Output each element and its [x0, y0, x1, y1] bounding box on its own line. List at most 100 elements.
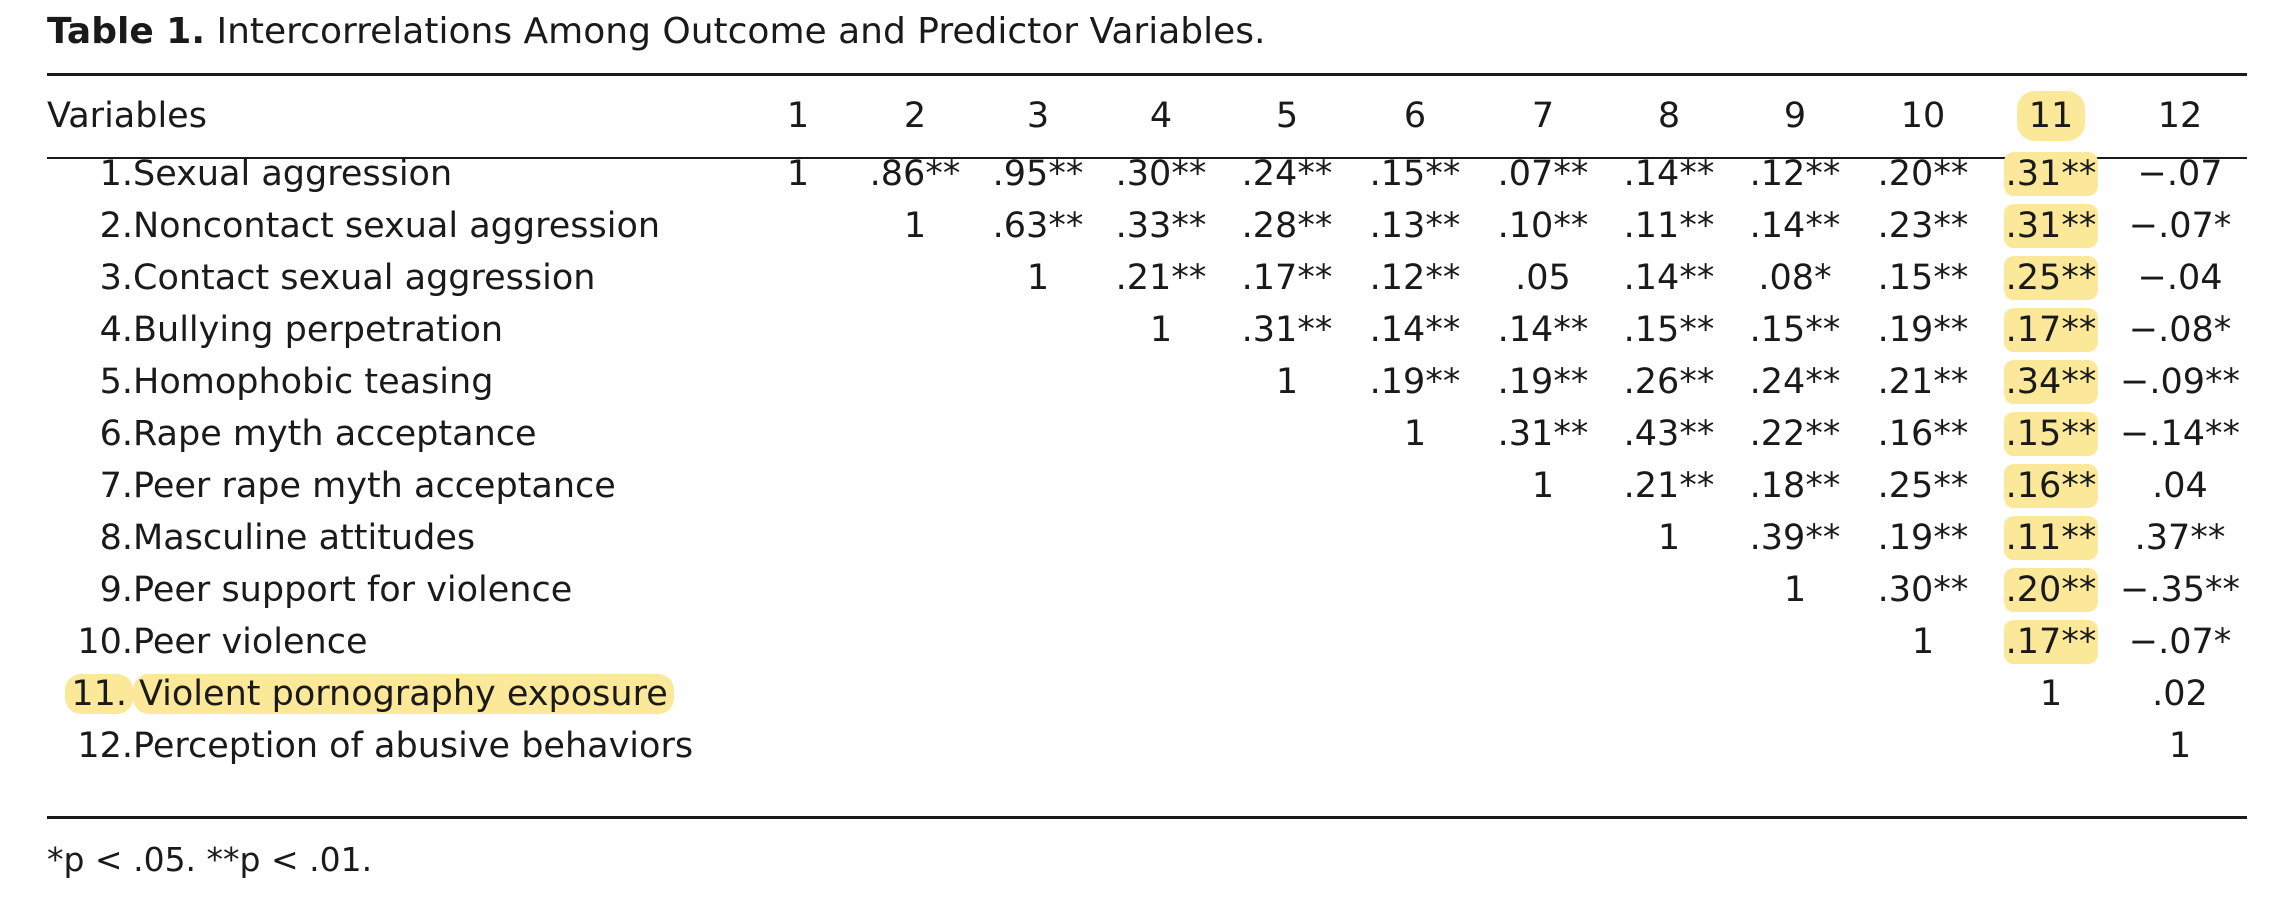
correlation-value: .19** [1497, 362, 1589, 402]
correlation-cell: .20** [1859, 148, 1987, 200]
correlation-cell [977, 564, 1099, 616]
correlation-cell [853, 616, 977, 668]
column-header-12: 12 [2115, 84, 2245, 148]
correlation-cell [743, 460, 853, 512]
variable-name-label: Noncontact sexual aggression [133, 206, 661, 246]
correlation-cell [743, 512, 853, 564]
correlation-cell [1351, 564, 1479, 616]
correlation-value: .20** [1877, 154, 1969, 194]
correlation-value: 1 [1783, 570, 1807, 610]
correlation-value: .16** [1877, 414, 1969, 454]
correlation-value: .15** [1749, 310, 1841, 350]
correlation-value: .02 [2152, 674, 2208, 714]
correlation-cell [1607, 616, 1731, 668]
correlation-cell [1859, 668, 1987, 720]
correlation-cell: .07** [1479, 148, 1607, 200]
variable-name: Contact sexual aggression [133, 252, 743, 304]
correlation-value: .11** [1623, 206, 1715, 246]
table-row: 3. Contact sexual aggression 1 .21** .17** .1… [47, 252, 2245, 304]
row-number: 9. [47, 564, 133, 616]
column-header-6: 6 [1351, 84, 1479, 148]
table-row: 11. Violent pornography exposure 1 .02 [47, 668, 2245, 720]
correlation-cell: .14** [1731, 200, 1859, 252]
correlation-value: .14** [1497, 310, 1589, 350]
correlation-cell [853, 408, 977, 460]
table-note: *p < .05. **p < .01. [47, 840, 373, 879]
correlation-value: .22** [1749, 414, 1841, 454]
correlation-cell: .15** [1351, 148, 1479, 200]
column-header-1: 1 [743, 84, 853, 148]
correlation-cell [1479, 720, 1607, 772]
row-number-label: 5. [99, 362, 133, 402]
correlation-value: .39** [1749, 518, 1841, 558]
correlation-value: .12** [1369, 258, 1461, 298]
correlation-value: .13** [1369, 206, 1461, 246]
correlation-value: .16** [2003, 464, 2099, 508]
correlation-value: .12** [1749, 154, 1841, 194]
row-number: 11. [47, 668, 133, 720]
correlation-cell [977, 408, 1099, 460]
column-header-3: 3 [977, 84, 1099, 148]
column-header-label: 5 [1275, 96, 1299, 136]
column-header-label: 9 [1783, 96, 1807, 136]
correlation-cell: .31** [1223, 304, 1351, 356]
variable-name: Homophobic teasing [133, 356, 743, 408]
correlation-cell: .22** [1731, 408, 1859, 460]
column-header-10: 10 [1859, 84, 1987, 148]
correlation-value: .20** [2003, 568, 2099, 612]
correlation-cell [853, 668, 977, 720]
correlation-value: .15** [1369, 154, 1461, 194]
correlation-cell: .28** [1223, 200, 1351, 252]
correlation-value: 1 [2168, 726, 2192, 766]
correlation-value: .17** [2003, 620, 2099, 664]
correlation-cell [1351, 512, 1479, 564]
top-rule [47, 73, 2247, 76]
variable-name-label: Masculine attitudes [133, 518, 476, 558]
correlation-value: .43** [1623, 414, 1715, 454]
correlation-cell: .21** [1099, 252, 1223, 304]
variable-name: Peer rape myth acceptance [133, 460, 743, 512]
correlation-cell: .19** [1351, 356, 1479, 408]
correlation-value: .15** [1877, 258, 1969, 298]
correlation-value: .18** [1749, 466, 1841, 506]
correlation-cell [1351, 668, 1479, 720]
correlation-cell: .08* [1731, 252, 1859, 304]
column-header-5: 5 [1223, 84, 1351, 148]
correlation-value: .15** [1623, 310, 1715, 350]
row-number-label: 9. [99, 570, 133, 610]
table-row: 12. Perception of abusive behaviors 1 [47, 720, 2245, 772]
variable-name: Rape myth acceptance [133, 408, 743, 460]
correlation-value: .14** [1749, 206, 1841, 246]
correlation-cell: .20** [1987, 564, 2115, 616]
correlation-cell [1859, 720, 1987, 772]
correlation-cell [1223, 408, 1351, 460]
correlation-cell [1099, 616, 1223, 668]
correlation-value: .04 [2152, 466, 2208, 506]
correlation-cell [1479, 668, 1607, 720]
correlation-cell [853, 564, 977, 616]
correlation-value: .14** [1623, 258, 1715, 298]
row-number-label: 8. [99, 518, 133, 558]
row-number-label: 11. [65, 674, 133, 714]
correlation-cell: .24** [1731, 356, 1859, 408]
correlation-value: .28** [1241, 206, 1333, 246]
correlation-cell: .14** [1351, 304, 1479, 356]
table-caption: Table 1. Intercorrelations Among Outcome… [47, 8, 1266, 56]
table-row: 2. Noncontact sexual aggression 1 .63** .33*… [47, 200, 2245, 252]
table-body: 1. Sexual aggression 1 .86** .95** .30** .24**… [47, 148, 2245, 772]
correlation-cell [743, 304, 853, 356]
correlation-cell: .19** [1479, 356, 1607, 408]
correlation-cell: .25** [1859, 460, 1987, 512]
header-rule [47, 157, 2247, 159]
correlation-cell [1351, 616, 1479, 668]
correlation-cell: −.09** [2115, 356, 2245, 408]
table-label: Table 1. [47, 11, 205, 52]
row-number: 1. [47, 148, 133, 200]
column-header-8: 8 [1607, 84, 1731, 148]
correlation-cell [1479, 512, 1607, 564]
correlation-cell [743, 616, 853, 668]
variable-name-label: Peer rape myth acceptance [133, 466, 616, 506]
correlation-cell: .15** [1607, 304, 1731, 356]
correlation-cell [1223, 668, 1351, 720]
row-number-label: 2. [99, 206, 133, 246]
